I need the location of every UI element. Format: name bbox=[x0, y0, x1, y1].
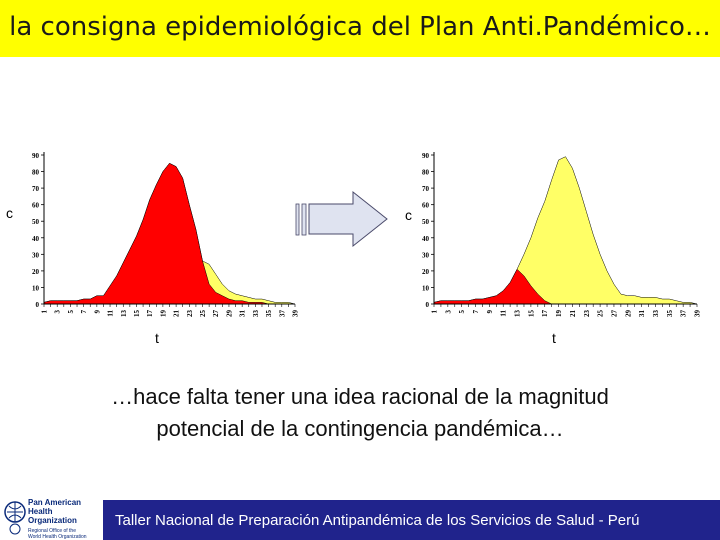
x-tick-label: 19 bbox=[159, 310, 167, 318]
y-tick-label: 90 bbox=[422, 152, 430, 160]
x-tick-label: 21 bbox=[173, 310, 181, 318]
y-tick-label: 40 bbox=[32, 235, 40, 243]
x-tick-label: 25 bbox=[597, 310, 605, 318]
paho-emblem-icon bbox=[4, 501, 26, 535]
x-tick-label: 5 bbox=[67, 310, 75, 314]
x-tick-label: 31 bbox=[638, 310, 646, 318]
y-tick-label: 40 bbox=[422, 235, 430, 243]
x-axis-letter-right: t bbox=[552, 330, 556, 346]
logo-line-3: Organization bbox=[28, 516, 77, 525]
footer-text: Taller Nacional de Preparación Antipandé… bbox=[115, 512, 640, 529]
x-tick-label: 35 bbox=[666, 310, 674, 318]
y-tick-label: 90 bbox=[32, 152, 40, 160]
y-axis-letter-left: c bbox=[6, 205, 13, 221]
x-tick-label: 9 bbox=[93, 310, 101, 314]
slide-title: la consigna epidemiológica del Plan Anti… bbox=[9, 12, 711, 42]
right-arrow-icon bbox=[295, 190, 388, 248]
y-tick-label: 30 bbox=[422, 251, 430, 259]
x-tick-label: 7 bbox=[472, 310, 480, 314]
y-tick-label: 60 bbox=[422, 202, 430, 210]
x-tick-label: 3 bbox=[54, 310, 62, 314]
x-tick-label: 23 bbox=[186, 310, 194, 318]
x-tick-label: 39 bbox=[694, 310, 702, 318]
x-tick-label: 33 bbox=[252, 310, 260, 318]
y-tick-label: 50 bbox=[422, 218, 430, 226]
x-tick-label: 13 bbox=[514, 310, 522, 318]
y-tick-label: 0 bbox=[426, 301, 430, 309]
y-tick-label: 80 bbox=[422, 169, 430, 177]
y-tick-label: 50 bbox=[32, 218, 40, 226]
x-tick-label: 31 bbox=[239, 310, 247, 318]
x-tick-label: 29 bbox=[225, 310, 233, 318]
footer-bar bbox=[103, 500, 720, 540]
x-tick-label: 7 bbox=[80, 310, 88, 314]
y-tick-label: 60 bbox=[32, 202, 40, 210]
x-tick-label: 25 bbox=[199, 310, 207, 318]
y-tick-label: 10 bbox=[422, 284, 430, 292]
paho-logo: Pan American Health Organization bbox=[0, 496, 103, 540]
x-tick-label: 1 bbox=[431, 310, 439, 314]
x-tick-label: 19 bbox=[555, 310, 563, 318]
caption-line-1: …hace falta tener una idea racional de l… bbox=[111, 384, 609, 409]
y-tick-label: 80 bbox=[32, 169, 40, 177]
y-tick-label: 10 bbox=[32, 284, 40, 292]
logo-line-2: Health bbox=[28, 507, 53, 516]
x-tick-label: 15 bbox=[527, 310, 535, 318]
x-tick-label: 37 bbox=[680, 310, 688, 318]
title-bar bbox=[0, 0, 720, 57]
area-yellow bbox=[433, 156, 698, 305]
logo-sub-2: World Health Organization bbox=[28, 534, 87, 540]
y-axis-letter-right: c bbox=[405, 207, 412, 223]
x-tick-label: 21 bbox=[569, 310, 577, 318]
x-axis-letter-left: t bbox=[155, 330, 159, 346]
x-tick-label: 27 bbox=[610, 310, 618, 318]
x-tick-label: 1 bbox=[41, 310, 49, 314]
y-tick-label: 30 bbox=[32, 251, 40, 259]
x-tick-label: 35 bbox=[265, 310, 273, 318]
x-tick-label: 23 bbox=[583, 310, 591, 318]
x-tick-label: 37 bbox=[278, 310, 286, 318]
x-tick-label: 9 bbox=[486, 310, 494, 314]
x-tick-label: 29 bbox=[624, 310, 632, 318]
x-tick-label: 3 bbox=[444, 310, 452, 314]
x-tick-label: 13 bbox=[120, 310, 128, 318]
logo-sub-1: Regional Office of the bbox=[28, 528, 76, 534]
x-tick-label: 39 bbox=[292, 310, 300, 318]
caption-line-2: potencial de la contingencia pandémica… bbox=[156, 416, 564, 441]
x-tick-label: 11 bbox=[107, 310, 115, 317]
x-tick-label: 11 bbox=[500, 310, 508, 317]
y-tick-label: 0 bbox=[36, 301, 40, 309]
x-tick-label: 17 bbox=[541, 310, 549, 318]
x-tick-label: 33 bbox=[652, 310, 660, 318]
y-tick-label: 20 bbox=[422, 268, 430, 276]
x-tick-label: 15 bbox=[133, 310, 141, 318]
caption: …hace falta tener una idea racional de l… bbox=[20, 381, 700, 445]
x-tick-label: 17 bbox=[146, 310, 154, 318]
y-tick-label: 70 bbox=[32, 185, 40, 193]
logo-line-1: Pan American bbox=[28, 498, 82, 507]
x-tick-label: 5 bbox=[458, 310, 466, 314]
y-tick-label: 20 bbox=[32, 268, 40, 276]
x-tick-label: 27 bbox=[212, 310, 220, 318]
area-red bbox=[43, 162, 295, 305]
y-tick-label: 70 bbox=[422, 185, 430, 193]
